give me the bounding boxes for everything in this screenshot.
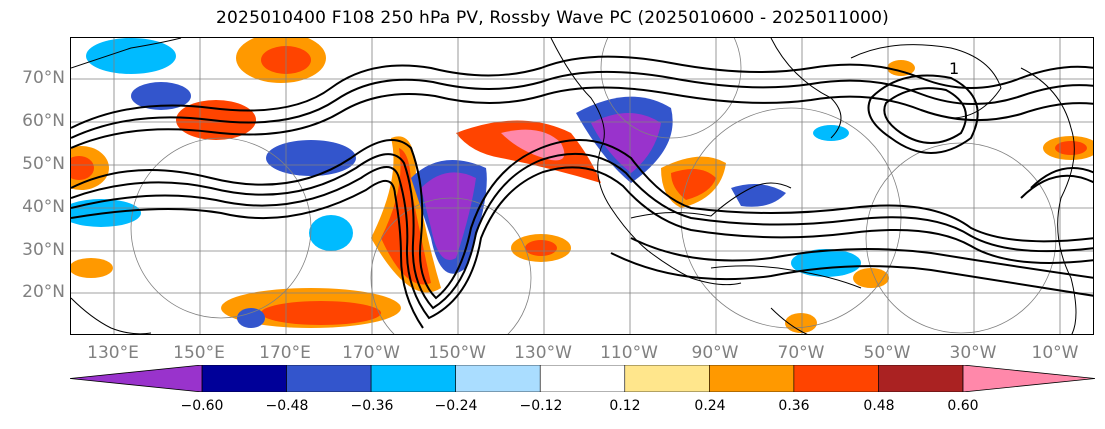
colorbar-tick-label: −0.36 — [350, 398, 394, 414]
lon-label-170w: 170°W — [342, 343, 400, 363]
lon-label-150e: 150°E — [173, 343, 225, 363]
lon-label-130w: 130°W — [514, 343, 572, 363]
lon-label-50w: 50°W — [863, 343, 911, 363]
lon-label-150w: 150°W — [428, 343, 486, 363]
colorbar-segment — [370, 365, 456, 392]
colorbar-tick-label: 0.60 — [947, 398, 979, 414]
graticule — [71, 38, 1093, 334]
lon-label-90w: 90°W — [691, 343, 739, 363]
map-title: 2025010400 F108 250 hPa PV, Rossby Wave … — [216, 8, 889, 28]
lon-label-10w: 10°W — [1031, 343, 1079, 363]
lon-label-130e: 130°E — [87, 343, 139, 363]
lat-label-60n: 60°N — [22, 111, 65, 131]
coastlines — [71, 38, 1077, 334]
colorbar-tick-label: 0.24 — [694, 398, 726, 414]
colorbar — [70, 365, 1095, 392]
pv-anomaly-shading — [71, 38, 1093, 333]
colorbar-tick-label: −0.24 — [434, 398, 478, 414]
lat-label-30n: 30°N — [22, 240, 65, 260]
lon-label-70w: 70°W — [777, 343, 825, 363]
colorbar-tick-label: −0.12 — [519, 398, 563, 414]
colorbar-tick-label: −0.60 — [180, 398, 224, 414]
colorbar-segment — [878, 365, 964, 392]
lon-label-170e: 170°E — [259, 343, 311, 363]
lat-label-70n: 70°N — [22, 68, 65, 88]
map-panel: 1 — [70, 37, 1094, 335]
lat-label-50n: 50°N — [22, 154, 65, 174]
colorbar-segment — [539, 365, 626, 392]
pv-contours — [71, 55, 1093, 329]
contour-label: 1 — [949, 59, 959, 78]
lat-label-40n: 40°N — [22, 197, 65, 217]
lon-label-30w: 30°W — [949, 343, 997, 363]
colorbar-segment — [201, 365, 287, 392]
colorbar-tick-label: 0.36 — [778, 398, 810, 414]
pv-map-graphic: 1 — [71, 38, 1093, 334]
lat-label-20n: 20°N — [22, 282, 65, 302]
colorbar-segment — [624, 365, 710, 392]
colorbar-under-arrow — [70, 365, 203, 392]
colorbar-segment — [793, 365, 879, 392]
colorbar-segment — [286, 365, 372, 392]
colorbar-tick-label: 0.48 — [863, 398, 895, 414]
lon-label-110w: 110°W — [600, 343, 658, 363]
colorbar-segment — [455, 365, 541, 392]
colorbar-tick-label: 0.12 — [609, 398, 641, 414]
colorbar-segment — [709, 365, 795, 392]
colorbar-tick-label: −0.48 — [265, 398, 309, 414]
colorbar-over-arrow — [962, 365, 1095, 392]
